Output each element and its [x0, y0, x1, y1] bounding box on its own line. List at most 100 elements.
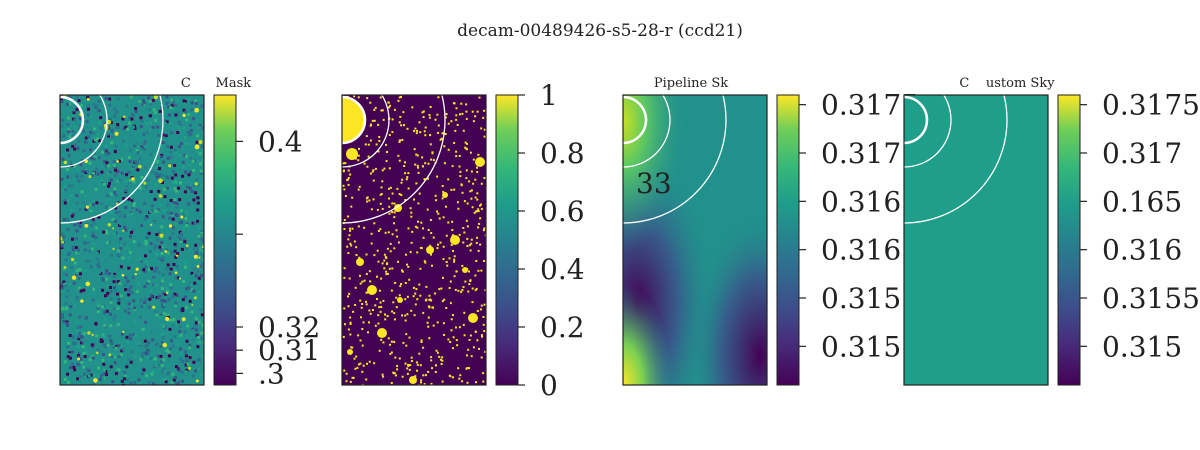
mask-speckle — [436, 321, 439, 324]
mask-speckle — [477, 269, 480, 272]
mask-speckle — [401, 178, 404, 181]
noise-pixel — [77, 354, 80, 358]
mask-speckle — [408, 336, 411, 339]
mask-speckle — [428, 116, 431, 119]
mask-speckle — [356, 366, 359, 369]
noise-pixel — [76, 248, 80, 252]
noise-pixel — [160, 251, 164, 255]
noise-pixel — [150, 294, 153, 298]
noise-pixel — [145, 259, 148, 263]
noise-pixel — [112, 317, 116, 321]
noise-pixel — [63, 201, 67, 205]
noise-pixel — [79, 289, 83, 293]
noise-pixel — [128, 181, 132, 185]
mask-speckle — [348, 234, 351, 237]
mask-speckle — [398, 159, 401, 162]
mask-speckle — [422, 227, 424, 230]
source-dot — [116, 202, 119, 205]
noise-pixel — [123, 213, 127, 217]
mask-speckle — [399, 115, 402, 118]
mask-speckle — [342, 162, 345, 165]
source-dot — [63, 266, 67, 269]
noise-pixel — [72, 255, 76, 259]
colorbar-tick-label: 0.3155 — [1102, 282, 1200, 315]
colorbar-tick-label: 0 — [540, 369, 558, 402]
noise-pixel — [182, 108, 186, 112]
noise-pixel — [162, 187, 166, 191]
noise-pixel — [106, 293, 110, 297]
noise-pixel — [175, 236, 179, 240]
noise-pixel — [101, 358, 105, 362]
mask-speckle — [424, 126, 427, 129]
mask-speckle — [452, 314, 454, 317]
noise-pixel — [144, 161, 148, 165]
noise-pixel — [80, 190, 84, 194]
mask-speckle — [381, 207, 384, 210]
mask-speckle — [416, 363, 419, 366]
noise-pixel — [109, 312, 112, 316]
noise-pixel — [112, 160, 116, 164]
noise-pixel — [127, 247, 131, 251]
noise-pixel — [142, 142, 146, 146]
noise-pixel — [173, 148, 177, 152]
mask-speckle — [380, 306, 383, 308]
noise-pixel — [175, 202, 179, 206]
mask-speckle — [383, 253, 386, 256]
noise-pixel — [131, 113, 135, 117]
source-dot — [71, 257, 75, 262]
noise-pixel — [158, 245, 162, 249]
noise-pixel — [72, 281, 76, 285]
mask-speckle — [351, 376, 354, 379]
mask-speckle — [385, 160, 388, 163]
mask-speckle — [420, 381, 422, 384]
mask-speckle — [455, 150, 458, 153]
mask-speckle — [415, 361, 418, 364]
noise-pixel — [127, 289, 131, 292]
noise-pixel — [113, 289, 117, 292]
mask-source-blob — [462, 267, 468, 273]
mask-speckle — [423, 178, 426, 181]
mask-speckle — [434, 194, 437, 197]
mask-speckle — [412, 295, 415, 298]
noise-pixel — [160, 276, 164, 280]
mask-speckle — [449, 375, 452, 378]
mask-speckle — [389, 352, 392, 355]
mask-speckle — [480, 356, 483, 359]
noise-pixel — [89, 265, 93, 269]
noise-pixel — [155, 295, 159, 299]
noise-pixel — [177, 320, 180, 324]
noise-pixel — [139, 116, 143, 120]
noise-pixel — [86, 104, 90, 108]
noise-pixel — [68, 282, 72, 286]
noise-pixel — [85, 367, 88, 371]
noise-pixel — [98, 121, 101, 124]
source-dot — [176, 254, 179, 257]
noise-pixel — [88, 161, 92, 165]
noise-pixel — [129, 148, 133, 152]
noise-pixel — [147, 268, 151, 271]
mask-speckle — [450, 329, 453, 332]
noise-pixel — [172, 263, 176, 266]
mask-speckle — [395, 306, 398, 309]
mask-speckle — [368, 321, 370, 324]
mask-speckle — [393, 222, 395, 225]
mask-speckle — [362, 321, 365, 324]
noise-pixel — [168, 236, 172, 240]
noise-pixel — [181, 309, 185, 312]
mask-speckle — [396, 235, 399, 238]
noise-pixel — [140, 103, 144, 107]
noise-pixel — [114, 367, 118, 371]
noise-pixel — [102, 362, 106, 366]
noise-pixel — [98, 221, 102, 225]
mask-speckle — [422, 346, 425, 349]
noise-pixel — [78, 268, 82, 272]
noise-pixel — [188, 356, 192, 359]
noise-pixel — [115, 110, 119, 114]
noise-pixel — [158, 257, 162, 261]
mask-speckle — [416, 129, 419, 132]
noise-pixel — [197, 247, 200, 251]
noise-pixel — [72, 365, 76, 369]
mask-speckle — [386, 151, 388, 153]
source-dot — [87, 331, 91, 335]
noise-pixel — [160, 258, 164, 262]
